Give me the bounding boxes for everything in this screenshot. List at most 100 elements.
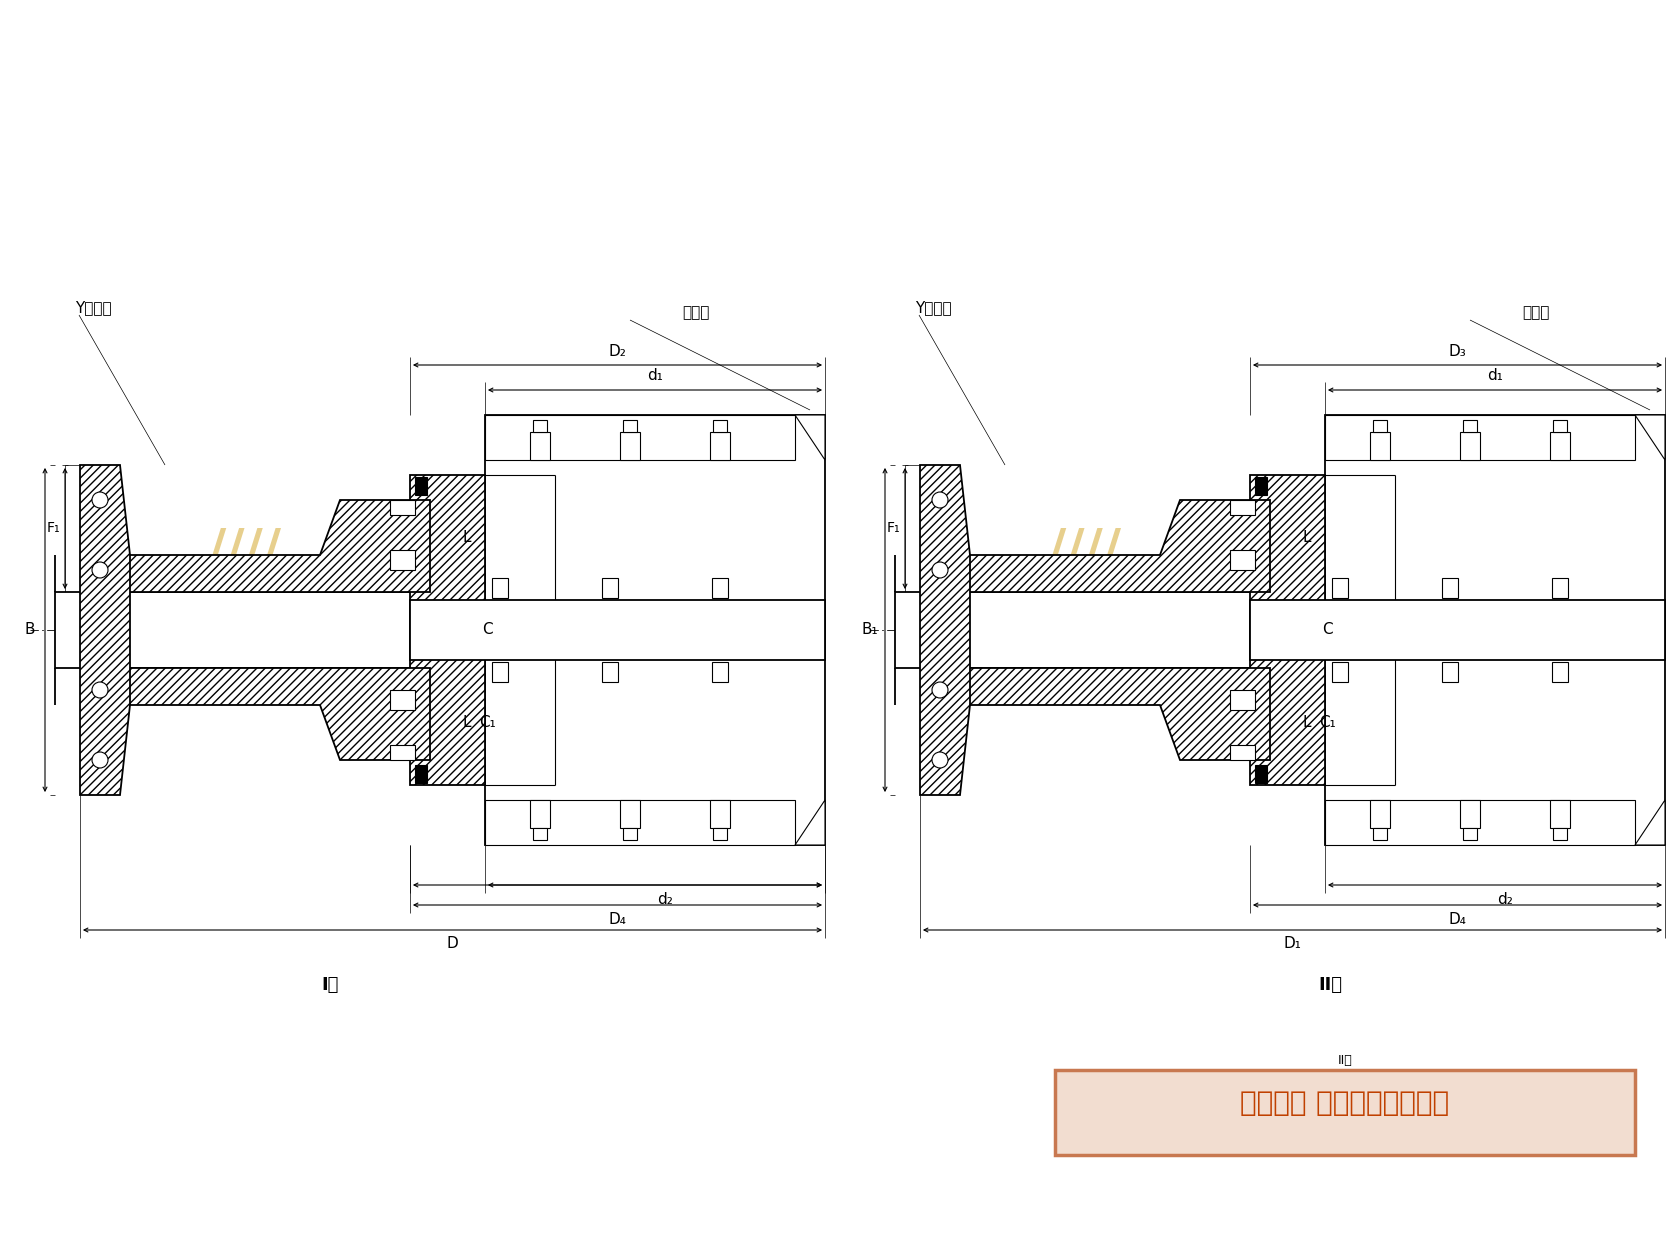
Text: D₄: D₄ <box>608 911 627 926</box>
Bar <box>1230 551 1255 570</box>
Bar <box>1055 1070 1635 1155</box>
Text: d₂: d₂ <box>657 892 674 906</box>
Bar <box>533 420 548 432</box>
Text: 注油孔: 注油孔 <box>682 305 711 320</box>
Bar <box>712 578 727 598</box>
Bar <box>1255 765 1267 782</box>
Bar <box>529 800 549 828</box>
Text: 版权所有 侵权必被严厉追究: 版权所有 侵权必被严厉追究 <box>1240 1089 1450 1116</box>
Polygon shape <box>959 500 1270 592</box>
Text: Rokee: Rokee <box>1149 610 1431 690</box>
Text: ////: //// <box>1048 525 1122 575</box>
Bar <box>390 745 415 760</box>
Bar <box>1552 662 1567 682</box>
Bar <box>390 500 415 515</box>
Bar <box>601 662 618 682</box>
Bar <box>1460 800 1480 828</box>
Text: C: C <box>1322 622 1332 638</box>
Text: L: L <box>462 714 472 730</box>
Bar <box>492 662 507 682</box>
Polygon shape <box>119 668 430 760</box>
Bar <box>1230 745 1255 760</box>
Bar <box>1463 420 1477 432</box>
Text: Y型轴孔: Y型轴孔 <box>916 300 951 315</box>
Circle shape <box>932 562 948 578</box>
Bar <box>1551 432 1571 460</box>
Bar <box>712 662 727 682</box>
Bar <box>712 828 727 840</box>
Bar <box>1373 828 1388 840</box>
Circle shape <box>932 682 948 698</box>
Text: d₁: d₁ <box>1487 368 1504 383</box>
Bar <box>1551 800 1571 828</box>
Bar <box>390 551 415 570</box>
Bar <box>1326 415 1635 460</box>
Text: Y型轴孔: Y型轴孔 <box>76 300 111 315</box>
Bar <box>1369 432 1389 460</box>
Bar <box>1250 600 1665 660</box>
Text: L: L <box>462 530 472 546</box>
Polygon shape <box>795 800 825 845</box>
Bar <box>711 432 731 460</box>
Circle shape <box>92 562 108 578</box>
Bar <box>410 600 825 660</box>
Text: Rokee: Rokee <box>309 610 591 690</box>
Text: L: L <box>1302 530 1312 546</box>
Bar <box>1326 415 1665 845</box>
Bar <box>623 420 637 432</box>
Bar <box>620 800 640 828</box>
Polygon shape <box>1635 415 1665 460</box>
Bar <box>415 478 427 495</box>
Bar <box>1255 478 1267 495</box>
Text: L: L <box>1302 714 1312 730</box>
Circle shape <box>92 682 108 698</box>
Bar <box>1250 475 1326 785</box>
Text: C: C <box>482 622 492 638</box>
Text: C₁: C₁ <box>479 714 496 730</box>
Text: I型: I型 <box>321 976 339 994</box>
Text: D₃: D₃ <box>1448 344 1467 359</box>
Bar <box>895 592 1260 668</box>
Bar <box>711 800 731 828</box>
Bar <box>1369 800 1389 828</box>
Text: B₁: B₁ <box>862 622 879 638</box>
Bar <box>1332 662 1347 682</box>
Bar <box>1552 578 1567 598</box>
Text: d₁: d₁ <box>647 368 664 383</box>
Bar <box>1230 500 1255 515</box>
Bar <box>492 578 507 598</box>
Bar <box>1230 690 1255 709</box>
Text: F₁: F₁ <box>45 522 60 536</box>
Bar <box>1460 432 1480 460</box>
Text: D₁: D₁ <box>1284 936 1302 951</box>
Text: D₄: D₄ <box>1448 911 1467 926</box>
Circle shape <box>92 491 108 508</box>
Bar <box>1552 828 1567 840</box>
Bar <box>486 415 795 460</box>
Text: B: B <box>25 622 35 638</box>
Bar <box>601 578 618 598</box>
Bar <box>486 415 825 845</box>
Bar <box>1441 578 1458 598</box>
Bar <box>1326 800 1635 845</box>
Text: II型: II型 <box>1337 1053 1352 1066</box>
Bar <box>415 765 427 782</box>
Bar <box>620 432 640 460</box>
Polygon shape <box>81 465 129 795</box>
Circle shape <box>932 491 948 508</box>
Polygon shape <box>921 465 969 795</box>
Bar <box>55 592 420 668</box>
Bar <box>1463 828 1477 840</box>
Bar <box>410 475 486 785</box>
Bar <box>623 828 637 840</box>
Bar <box>533 828 548 840</box>
Circle shape <box>932 752 948 769</box>
Bar <box>1441 662 1458 682</box>
Bar <box>712 420 727 432</box>
Text: ////: //// <box>208 525 282 575</box>
Bar <box>390 690 415 709</box>
Polygon shape <box>119 500 430 592</box>
Bar <box>1332 578 1347 598</box>
Text: F₁: F₁ <box>885 522 900 536</box>
Text: 注油孔: 注油孔 <box>1522 305 1551 320</box>
